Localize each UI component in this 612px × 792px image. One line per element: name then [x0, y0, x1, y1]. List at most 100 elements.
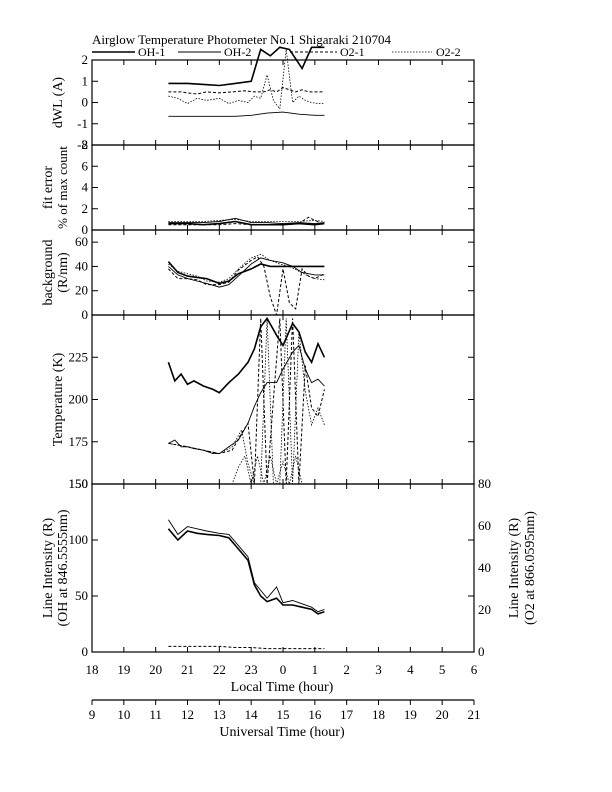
- series-o21-bkg: [168, 256, 325, 315]
- y2tick-label: 20: [478, 602, 491, 617]
- ytick-label-intensity: 0: [82, 644, 89, 659]
- panel-temp: 225 200 175 150 Temperature (K): [51, 314, 475, 491]
- panel-dwl: 2 1 0 -1 -2 dWL (A): [51, 46, 475, 152]
- local-tick-label: 20: [149, 662, 162, 677]
- ut-tick-label: 19: [404, 707, 417, 722]
- panel-frame-fiterr: [91, 144, 475, 231]
- local-time-label: Local Time (hour): [231, 680, 334, 695]
- ytick-label-fiterr: 4: [82, 180, 89, 195]
- local-tick-label: 3: [375, 662, 382, 677]
- ytick-label-temp: 150: [69, 476, 89, 491]
- series-oh1-intensity: [167, 528, 325, 615]
- ylabel2-fiterr: % of max count: [55, 146, 70, 229]
- series-oh1-temp: [167, 316, 326, 394]
- ytick-label-temp: 175: [69, 434, 89, 449]
- ut-tick-label: 15: [277, 707, 290, 722]
- ut-tick-label: 21: [468, 707, 481, 722]
- ut-tick-label: 17: [340, 707, 354, 722]
- series-oh2-temp: [168, 344, 325, 455]
- ut-tick-label: 18: [372, 707, 385, 722]
- series-oh2-intensity: [168, 519, 325, 613]
- y2tick-label: 80: [478, 476, 491, 491]
- ytick-label-fiterr: 0: [82, 222, 89, 237]
- ytick-label-dwl: -2: [77, 137, 88, 152]
- series-o22-temp: [168, 318, 325, 484]
- ytick-label-dwl: 0: [82, 95, 89, 110]
- y2tick-label: 0: [478, 644, 485, 659]
- time-axes: 18 19 20 21 22 23 0 1 2 3 4 5 69 10 11 12 13 14 15 16 17 18 19…: [86, 662, 481, 722]
- ytick-label-bkg: 0: [82, 307, 89, 322]
- legend-label-o21: O2-1: [340, 45, 365, 59]
- series-oh2-bkg: [168, 257, 325, 288]
- ut-tick-label: 16: [308, 707, 322, 722]
- ylabel-dwl: dWL (A): [51, 77, 66, 129]
- ylabel2-intensity: (OH at 846.5555nm): [56, 509, 71, 626]
- chart-title: Airglow Temperature Photometer No.1 Shig…: [92, 32, 392, 47]
- panel-fiterr: 8 6 4 2 0 fit error% of max count: [41, 137, 475, 237]
- legend-entry-o21: O2-1: [290, 45, 365, 59]
- local-tick-label: 22: [213, 662, 226, 677]
- ytick-label-fiterr: 2: [82, 201, 89, 216]
- legend-label-oh1: OH-1: [138, 45, 165, 59]
- universal-time-label: Universal Time (hour): [219, 725, 345, 740]
- series-o22-intensity: [168, 454, 325, 485]
- panel-frame-bkg: [91, 229, 475, 316]
- ytick-label-dwl: 2: [82, 52, 89, 67]
- series-o21-dwl: [168, 87, 325, 95]
- y2label: Line Intensity (R): [507, 518, 522, 619]
- ylabel-temp: Temperature (K): [51, 352, 66, 446]
- legend: OH-1 OH-2 O2-1 O2-2: [92, 45, 461, 59]
- series-oh1-bkg: [167, 261, 325, 285]
- ut-tick-label: 12: [181, 707, 194, 722]
- legend-entry-o22: O2-2: [392, 45, 461, 59]
- ytick-label-intensity: 100: [69, 532, 89, 547]
- ut-tick-label: 13: [213, 707, 226, 722]
- local-tick-label: 21: [181, 662, 194, 677]
- series-oh2-dwl: [168, 111, 325, 117]
- legend-entry-oh2: OH-2: [178, 45, 251, 59]
- panel-bkg: 60 40 20 0 background (R/nm): [41, 229, 475, 322]
- series-o22-fiterr: [168, 218, 325, 222]
- local-tick-label: 6: [471, 662, 478, 677]
- ytick-label-dwl: -1: [77, 116, 88, 131]
- ytick-label-intensity: 150: [69, 476, 89, 491]
- series-o21-temp: [168, 318, 325, 484]
- ytick-label-bkg: 60: [75, 234, 88, 249]
- local-tick-label: 5: [439, 662, 446, 677]
- ut-tick-label: 10: [117, 707, 130, 722]
- ytick-label-intensity: 50: [75, 588, 88, 603]
- ut-tick-label: 9: [89, 707, 96, 722]
- ytick-label-temp: 225: [69, 349, 89, 364]
- local-tick-label: 0: [280, 662, 287, 677]
- y2tick-label: 40: [478, 560, 491, 575]
- ut-tick-label: 14: [245, 707, 259, 722]
- series-o22-bkg: [168, 253, 325, 283]
- ut-tick-label: 11: [149, 707, 162, 722]
- series-oh1-dwl: [168, 46, 325, 87]
- series-o22-dwl: [168, 49, 325, 110]
- local-tick-label: 4: [407, 662, 414, 677]
- ylabel-fiterr: fit error: [41, 166, 56, 209]
- ylabel2-bkg: (R/nm): [56, 252, 71, 293]
- ytick-label-fiterr: 8: [82, 137, 89, 152]
- ylabel-intensity: Line Intensity (R): [41, 518, 56, 619]
- series-o21-intensity: [168, 645, 325, 650]
- y2label2: (O2 at 866.0595nm): [523, 511, 538, 625]
- local-tick-label: 2: [343, 662, 350, 677]
- ytick-label-dwl: 1: [82, 73, 89, 88]
- legend-label-oh2: OH-2: [224, 45, 251, 59]
- ytick-label-bkg: 20: [75, 283, 88, 298]
- y2tick-label: 60: [478, 518, 491, 533]
- series-oh2-fiterr: [168, 217, 325, 225]
- series-o21-fiterr: [168, 216, 325, 226]
- local-tick-label: 1: [312, 662, 319, 677]
- local-tick-label: 19: [117, 662, 130, 677]
- legend-label-o22: O2-2: [436, 45, 461, 59]
- panel-frame-intensity: [91, 483, 475, 653]
- ytick-label-temp: 200: [69, 392, 89, 407]
- local-tick-label: 18: [86, 662, 99, 677]
- legend-entry-oh1: OH-1: [92, 45, 165, 59]
- ytick-label-fiterr: 6: [82, 158, 89, 173]
